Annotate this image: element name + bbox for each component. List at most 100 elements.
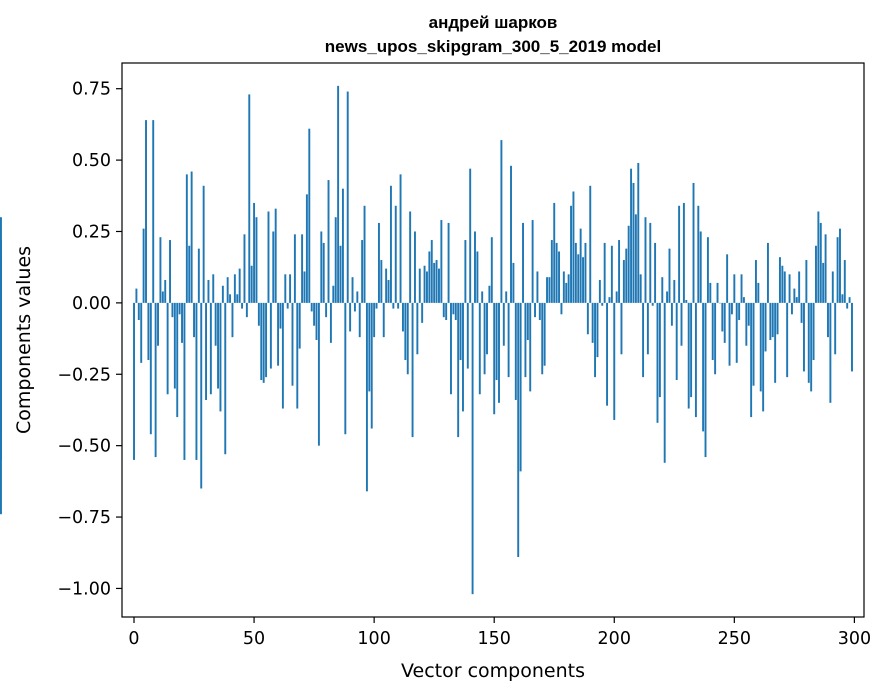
y-tick-label: −0.25 (57, 365, 111, 385)
bar (457, 302, 460, 438)
bar (236, 294, 239, 303)
bar (183, 302, 186, 460)
bar (190, 171, 193, 303)
bar (682, 202, 685, 303)
bar (442, 302, 445, 318)
bar (250, 265, 253, 303)
bar (697, 205, 700, 303)
bar (248, 94, 251, 303)
bar (375, 302, 378, 309)
bar (243, 234, 246, 303)
y-axis-label: Components values (13, 246, 35, 434)
bar (181, 302, 183, 343)
y-tick-label: −1.00 (57, 579, 111, 599)
bar (498, 302, 500, 403)
bar (161, 291, 164, 303)
x-tick-label: 50 (243, 629, 265, 649)
bar (543, 302, 546, 366)
bar (678, 205, 681, 303)
bar (505, 291, 508, 303)
bar (512, 262, 515, 303)
bar (690, 302, 693, 398)
bar (735, 302, 738, 363)
bar (726, 254, 729, 303)
bar (277, 302, 280, 366)
bar (555, 242, 558, 303)
bar (440, 220, 443, 303)
bar (245, 302, 248, 318)
bar (546, 277, 548, 303)
bar (598, 280, 601, 303)
bar (428, 251, 431, 303)
bar (358, 302, 361, 338)
bar (0, 302, 2, 515)
bar (536, 271, 539, 303)
bar (673, 280, 676, 303)
bar (171, 302, 174, 318)
bar (627, 225, 630, 303)
bar (687, 302, 690, 409)
bar (843, 260, 846, 303)
bar (346, 91, 349, 303)
bar (207, 280, 210, 303)
bar (817, 211, 820, 303)
bar (257, 302, 260, 326)
bar (656, 302, 659, 423)
bar (205, 302, 207, 400)
x-tick-label: 300 (838, 629, 871, 649)
bar (658, 302, 661, 398)
bar (447, 222, 450, 303)
bar (411, 302, 414, 438)
bar (781, 265, 784, 303)
bar (476, 251, 479, 303)
bar (848, 297, 851, 303)
bar (488, 285, 491, 303)
bar (776, 302, 779, 335)
bar (680, 302, 683, 346)
bar (639, 274, 642, 303)
bar (265, 302, 268, 378)
y-tick-label: 0.75 (72, 80, 111, 100)
bar (164, 280, 167, 303)
bar (524, 302, 527, 378)
bar (601, 302, 604, 306)
bar (349, 302, 352, 332)
bar (637, 162, 640, 303)
bar (651, 302, 654, 306)
bar (209, 302, 212, 395)
y-tick-label: 0.00 (72, 294, 111, 314)
bar (661, 277, 664, 303)
bar (692, 182, 695, 303)
bar (474, 231, 476, 303)
bar (154, 302, 157, 458)
bar (471, 302, 474, 595)
bar (567, 274, 570, 303)
bar (490, 237, 493, 303)
bar (430, 240, 433, 303)
bar (606, 302, 609, 406)
bar (368, 302, 371, 392)
bar (562, 271, 565, 303)
bar (831, 271, 834, 303)
bar (337, 85, 340, 303)
bar (699, 231, 702, 303)
bar (226, 277, 229, 303)
bar (634, 214, 637, 303)
bar (795, 297, 798, 303)
bar (596, 302, 599, 358)
bar (625, 248, 628, 303)
bar (786, 302, 789, 378)
bar (344, 302, 347, 435)
bar-series (0, 85, 853, 595)
bar (133, 302, 135, 460)
bar (397, 302, 400, 309)
bar (421, 302, 424, 323)
bar (195, 302, 198, 460)
bar (603, 242, 606, 303)
bar (815, 245, 817, 303)
bar (389, 185, 392, 303)
bar (706, 237, 709, 303)
bar (577, 254, 580, 303)
